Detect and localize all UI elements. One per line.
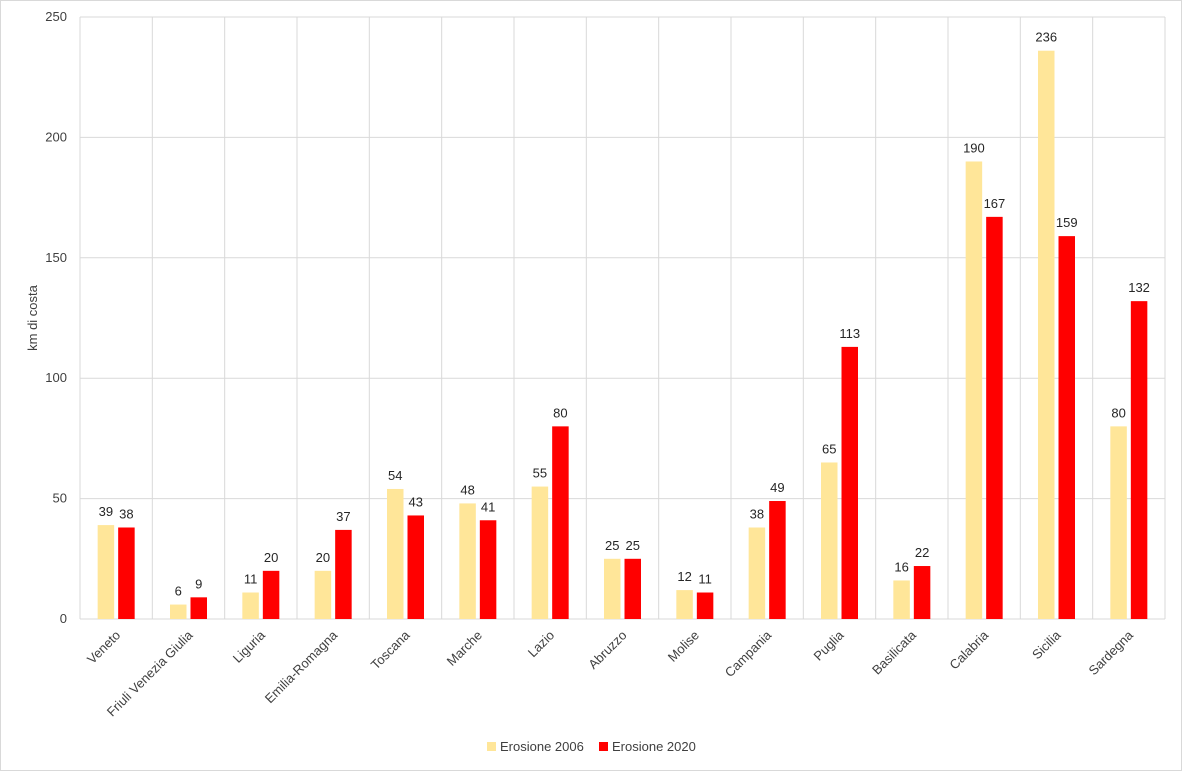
y-tick-label: 100: [45, 370, 67, 385]
bar-erosione-2020[interactable]: [769, 501, 786, 619]
bar-erosione-2006[interactable]: [387, 488, 404, 619]
bar-erosione-2006[interactable]: [604, 558, 621, 619]
data-label: 20: [264, 550, 278, 565]
legend-swatch: [599, 742, 608, 751]
y-tick-label: 50: [53, 491, 67, 506]
bar-erosione-2020[interactable]: [262, 570, 280, 619]
bar-erosione-2006[interactable]: [1110, 426, 1127, 619]
bar-erosione-2006[interactable]: [965, 161, 983, 620]
data-label: 113: [839, 326, 860, 341]
bar-erosione-2006[interactable]: [97, 525, 115, 619]
bar-erosione-2006[interactable]: [314, 570, 332, 619]
bar-erosione-2006[interactable]: [821, 462, 838, 619]
data-label: 54: [388, 468, 402, 483]
data-label: 25: [605, 538, 619, 553]
y-axis-title: km di costa: [25, 284, 40, 351]
y-tick-label: 250: [45, 9, 67, 24]
bar-erosione-2006[interactable]: [459, 503, 476, 619]
data-label: 49: [770, 480, 784, 495]
data-label: 190: [963, 140, 985, 155]
data-label: 80: [553, 405, 567, 420]
data-label: 55: [533, 466, 547, 481]
bar-erosione-2006[interactable]: [242, 592, 259, 619]
bar-erosione-2020[interactable]: [696, 592, 714, 619]
bar-erosione-2020[interactable]: [1130, 301, 1148, 619]
bar-erosione-2020[interactable]: [190, 597, 208, 619]
bar-erosione-2020[interactable]: [335, 529, 352, 619]
data-label: 80: [1111, 405, 1125, 420]
bar-erosione-2020[interactable]: [552, 426, 569, 619]
bar-erosione-2006[interactable]: [170, 604, 187, 619]
bar-erosione-2006[interactable]: [748, 527, 766, 619]
bar-erosione-2020[interactable]: [986, 216, 1003, 619]
data-label: 43: [409, 494, 423, 509]
data-label: 167: [984, 196, 1006, 211]
data-label: 16: [894, 559, 908, 574]
bar-erosione-2006[interactable]: [676, 590, 693, 619]
legend: Erosione 2006 Erosione 2020: [487, 739, 696, 754]
data-label: 48: [460, 482, 474, 497]
bar-erosione-2020[interactable]: [407, 515, 425, 619]
data-label: 132: [1128, 280, 1150, 295]
bar-erosione-2020[interactable]: [118, 527, 135, 619]
y-tick-label: 200: [45, 129, 67, 144]
bar-erosione-2020[interactable]: [479, 520, 497, 619]
y-tick-label: 150: [45, 250, 67, 265]
data-label: 22: [915, 545, 929, 560]
data-label: 11: [698, 572, 712, 587]
bar-erosione-2006[interactable]: [1038, 50, 1055, 620]
bar-erosione-2020[interactable]: [841, 346, 859, 619]
data-label: 12: [677, 569, 691, 584]
legend-label: Erosione 2020: [612, 739, 696, 754]
legend-swatch: [487, 742, 496, 751]
data-label: 236: [1035, 30, 1057, 45]
data-label: 11: [244, 572, 258, 587]
y-tick-label: 0: [60, 611, 67, 626]
legend-label: Erosione 2006: [500, 739, 584, 754]
data-label: 25: [626, 538, 640, 553]
data-label: 41: [481, 499, 495, 514]
data-label: 9: [195, 576, 202, 591]
bar-erosione-2006[interactable]: [531, 486, 549, 619]
bar-erosione-2020[interactable]: [913, 566, 931, 619]
data-label: 37: [336, 509, 350, 524]
data-label: 159: [1056, 215, 1078, 230]
data-label: 38: [750, 506, 764, 521]
data-label: 20: [316, 550, 330, 565]
data-label: 65: [822, 441, 836, 456]
data-label: 38: [119, 506, 133, 521]
bar-erosione-2020[interactable]: [1058, 236, 1076, 620]
bar-erosione-2006[interactable]: [893, 580, 910, 619]
bar-erosione-2020[interactable]: [624, 558, 642, 619]
data-label: 39: [99, 504, 113, 519]
data-label: 6: [175, 584, 182, 599]
